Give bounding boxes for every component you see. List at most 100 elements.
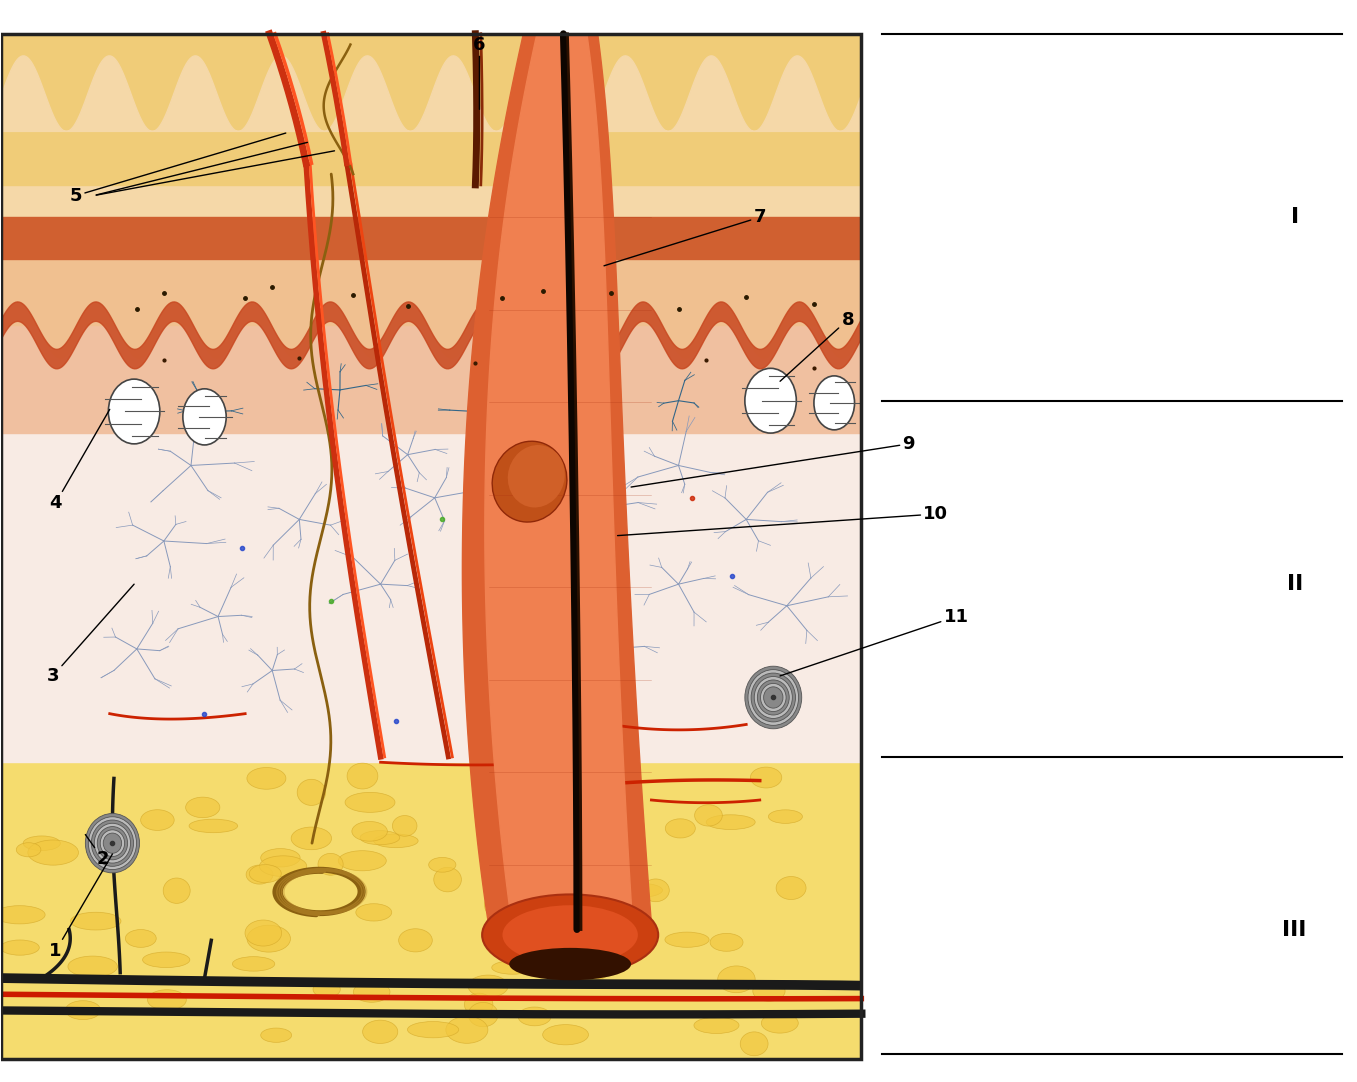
Ellipse shape [246,866,273,884]
Ellipse shape [753,981,786,1001]
Ellipse shape [261,1028,292,1042]
Ellipse shape [71,912,121,931]
Ellipse shape [148,990,186,1011]
Ellipse shape [94,823,130,863]
Ellipse shape [710,934,744,951]
Ellipse shape [508,445,565,507]
Ellipse shape [360,831,400,845]
Ellipse shape [292,827,331,849]
Ellipse shape [109,379,160,444]
Ellipse shape [345,792,395,813]
Ellipse shape [392,816,417,836]
Ellipse shape [745,368,797,433]
Ellipse shape [85,814,140,873]
Ellipse shape [297,779,326,805]
Ellipse shape [356,903,392,921]
Ellipse shape [814,375,855,430]
Ellipse shape [16,843,41,857]
Ellipse shape [718,966,754,992]
Ellipse shape [754,676,792,718]
Ellipse shape [247,925,290,952]
Ellipse shape [163,878,190,903]
Ellipse shape [706,815,756,830]
Ellipse shape [484,777,524,797]
Ellipse shape [261,848,300,867]
Text: 11: 11 [780,608,969,676]
Ellipse shape [0,906,45,924]
Ellipse shape [434,868,461,892]
Ellipse shape [313,981,341,998]
Text: 4: 4 [49,409,110,512]
Ellipse shape [407,1021,459,1038]
Ellipse shape [752,673,795,722]
Ellipse shape [642,879,669,901]
Ellipse shape [429,857,456,872]
Ellipse shape [347,763,377,789]
Ellipse shape [665,932,710,948]
Ellipse shape [589,771,624,797]
Ellipse shape [617,883,662,897]
Ellipse shape [776,876,806,899]
Ellipse shape [552,875,593,898]
Ellipse shape [764,687,783,708]
Text: 7: 7 [604,208,765,266]
Ellipse shape [590,805,620,829]
Ellipse shape [525,839,550,860]
Ellipse shape [189,819,237,833]
Ellipse shape [362,1020,398,1043]
Text: II: II [1286,575,1303,594]
Ellipse shape [768,809,802,823]
Ellipse shape [88,817,137,870]
Ellipse shape [65,1001,100,1019]
Ellipse shape [589,921,639,944]
Ellipse shape [103,833,122,854]
Ellipse shape [246,920,282,946]
Text: 5: 5 [69,133,286,204]
Ellipse shape [745,667,802,729]
Ellipse shape [547,794,590,814]
Ellipse shape [186,797,220,818]
Ellipse shape [750,767,782,788]
Ellipse shape [757,679,790,715]
Ellipse shape [125,929,156,948]
Ellipse shape [353,981,389,1002]
Ellipse shape [247,767,286,789]
Text: 8: 8 [780,311,854,381]
Ellipse shape [91,820,133,867]
Text: III: III [1282,920,1307,939]
Ellipse shape [100,830,125,857]
Ellipse shape [695,805,722,826]
Ellipse shape [468,1002,498,1027]
Ellipse shape [98,827,128,860]
Ellipse shape [543,1025,589,1045]
Ellipse shape [464,993,493,1016]
Text: I: I [1291,208,1299,227]
Text: 1: 1 [49,854,113,960]
Ellipse shape [748,670,799,725]
Ellipse shape [0,940,39,955]
Ellipse shape [183,388,227,445]
Ellipse shape [761,1013,798,1033]
Ellipse shape [373,834,418,847]
Ellipse shape [27,840,79,866]
Ellipse shape [23,836,60,850]
Ellipse shape [596,922,626,949]
Ellipse shape [338,850,387,871]
Ellipse shape [318,854,343,875]
Ellipse shape [493,441,567,522]
Text: 10: 10 [617,505,949,536]
Ellipse shape [509,948,631,980]
Ellipse shape [250,865,281,883]
Ellipse shape [468,975,508,998]
Ellipse shape [483,812,517,837]
Text: 9: 9 [631,435,915,487]
Ellipse shape [482,895,658,975]
Text: 3: 3 [46,584,134,685]
Ellipse shape [501,889,535,907]
Ellipse shape [693,1017,740,1033]
Ellipse shape [491,961,533,974]
Ellipse shape [351,821,387,841]
Ellipse shape [741,1032,768,1056]
Ellipse shape [502,906,638,964]
Ellipse shape [579,959,611,980]
